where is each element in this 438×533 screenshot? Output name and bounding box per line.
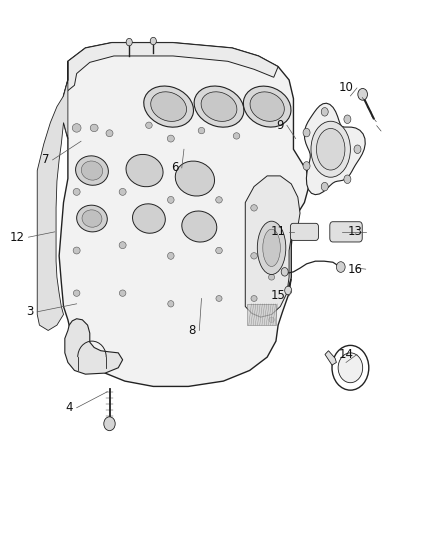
Ellipse shape bbox=[257, 221, 286, 274]
Circle shape bbox=[321, 108, 328, 116]
Ellipse shape bbox=[216, 295, 222, 302]
Ellipse shape bbox=[316, 128, 345, 170]
Text: 16: 16 bbox=[347, 263, 362, 276]
FancyBboxPatch shape bbox=[290, 223, 318, 240]
Ellipse shape bbox=[76, 156, 108, 185]
Text: 3: 3 bbox=[26, 305, 34, 318]
Ellipse shape bbox=[251, 253, 257, 259]
Circle shape bbox=[285, 286, 292, 295]
Ellipse shape bbox=[250, 92, 284, 122]
Circle shape bbox=[338, 353, 363, 383]
Ellipse shape bbox=[73, 189, 80, 195]
Ellipse shape bbox=[198, 127, 205, 134]
Ellipse shape bbox=[82, 210, 102, 227]
Ellipse shape bbox=[77, 205, 107, 232]
Ellipse shape bbox=[251, 295, 257, 302]
Ellipse shape bbox=[168, 301, 174, 307]
Circle shape bbox=[344, 175, 351, 183]
Circle shape bbox=[126, 38, 132, 46]
Ellipse shape bbox=[73, 290, 80, 296]
Text: 9: 9 bbox=[276, 119, 283, 132]
Ellipse shape bbox=[263, 229, 280, 266]
Ellipse shape bbox=[81, 161, 102, 180]
Polygon shape bbox=[64, 43, 278, 96]
Ellipse shape bbox=[167, 253, 174, 259]
Ellipse shape bbox=[133, 204, 165, 233]
Text: 11: 11 bbox=[271, 225, 286, 238]
Polygon shape bbox=[304, 103, 365, 195]
Text: 4: 4 bbox=[66, 401, 73, 414]
Text: 14: 14 bbox=[339, 348, 353, 361]
Polygon shape bbox=[37, 61, 68, 330]
Ellipse shape bbox=[119, 242, 126, 248]
Text: 6: 6 bbox=[171, 161, 178, 174]
Ellipse shape bbox=[119, 189, 126, 195]
Text: 15: 15 bbox=[271, 289, 286, 302]
Ellipse shape bbox=[194, 86, 244, 127]
Circle shape bbox=[344, 115, 351, 124]
Text: 10: 10 bbox=[339, 82, 353, 94]
Ellipse shape bbox=[90, 124, 98, 132]
Ellipse shape bbox=[251, 205, 257, 211]
Polygon shape bbox=[65, 319, 123, 374]
Ellipse shape bbox=[201, 92, 237, 122]
Ellipse shape bbox=[119, 290, 126, 296]
Polygon shape bbox=[245, 176, 300, 317]
Ellipse shape bbox=[145, 122, 152, 128]
Ellipse shape bbox=[268, 274, 275, 280]
Ellipse shape bbox=[269, 317, 274, 322]
Circle shape bbox=[104, 417, 115, 431]
Ellipse shape bbox=[126, 155, 163, 187]
Text: 8: 8 bbox=[188, 324, 196, 337]
Circle shape bbox=[321, 182, 328, 191]
Ellipse shape bbox=[167, 197, 174, 203]
Circle shape bbox=[358, 88, 367, 100]
Ellipse shape bbox=[244, 86, 291, 127]
Bar bbox=[247, 304, 276, 325]
Ellipse shape bbox=[233, 133, 240, 139]
Text: 12: 12 bbox=[10, 231, 25, 244]
Ellipse shape bbox=[144, 86, 194, 127]
Ellipse shape bbox=[182, 211, 217, 242]
Text: 13: 13 bbox=[347, 225, 362, 238]
Ellipse shape bbox=[215, 247, 222, 254]
Ellipse shape bbox=[73, 247, 80, 254]
Text: 7: 7 bbox=[42, 154, 49, 166]
Ellipse shape bbox=[215, 197, 222, 203]
Circle shape bbox=[303, 161, 310, 170]
FancyBboxPatch shape bbox=[330, 222, 362, 242]
Ellipse shape bbox=[167, 135, 174, 142]
Circle shape bbox=[150, 37, 156, 45]
Ellipse shape bbox=[106, 130, 113, 136]
Ellipse shape bbox=[175, 161, 215, 196]
Circle shape bbox=[336, 262, 345, 272]
Polygon shape bbox=[325, 351, 336, 365]
Circle shape bbox=[281, 268, 288, 276]
Ellipse shape bbox=[72, 124, 81, 132]
Ellipse shape bbox=[311, 122, 350, 177]
Polygon shape bbox=[59, 43, 309, 386]
Ellipse shape bbox=[151, 92, 187, 122]
Ellipse shape bbox=[268, 231, 275, 238]
Circle shape bbox=[354, 145, 361, 154]
Circle shape bbox=[303, 128, 310, 137]
